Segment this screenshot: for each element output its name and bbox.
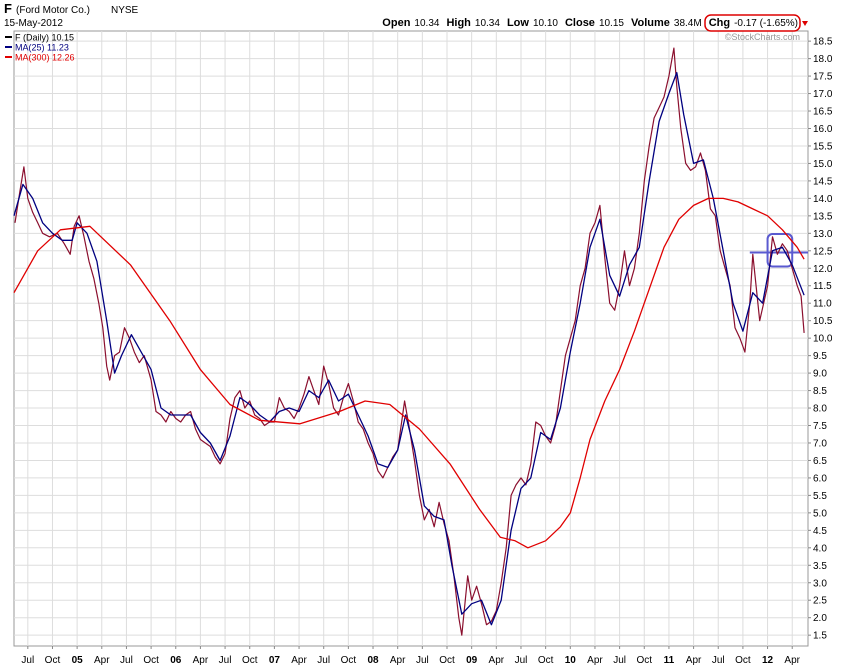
quote-value: 10.15 [599, 18, 624, 29]
series-line [14, 47, 805, 636]
x-tick-label: Oct [439, 655, 455, 666]
y-tick-label: 10.0 [813, 334, 833, 345]
x-tick-label: Oct [242, 655, 258, 666]
quote-line: Open 10.34 High 10.34 Low 10.10 Close 10.15 Volu… [382, 17, 798, 29]
x-tick-label: Jul [613, 655, 626, 666]
company: (Ford Motor Co.) [16, 5, 90, 16]
y-tick-label: 1.5 [813, 631, 827, 642]
y-tick-label: 14.5 [813, 176, 833, 187]
x-tick-label: Apr [587, 655, 603, 666]
x-tick-label: Jul [120, 655, 133, 666]
y-tick-label: 6.5 [813, 456, 827, 467]
chg-highlight [704, 14, 801, 32]
quote-label: Low [507, 17, 529, 29]
x-tick-label: 09 [466, 655, 478, 666]
watermark: ©StockCharts.com [725, 32, 800, 42]
x-tick-label: Oct [636, 655, 652, 666]
y-tick-label: 11.5 [813, 281, 832, 292]
annotation-box [766, 233, 794, 268]
y-tick-label: 2.5 [813, 596, 827, 607]
x-tick-label: Apr [784, 655, 800, 666]
x-tick-label: Oct [538, 655, 554, 666]
y-tick-label: 14.0 [813, 194, 833, 205]
y-tick-label: 3.0 [813, 578, 827, 589]
y-tick-label: 7.5 [813, 421, 827, 432]
quote-label: High [446, 17, 471, 29]
y-tick-label: 4.0 [813, 543, 827, 554]
y-tick-label: 12.0 [813, 264, 833, 275]
quote-value: -0.17 (-1.65%) [734, 18, 798, 29]
date: 15-May-2012 [4, 18, 63, 29]
x-tick-label: 11 [664, 655, 675, 666]
quote-value: 10.10 [533, 18, 558, 29]
ticker: F [4, 1, 12, 16]
y-tick-label: 5.0 [813, 508, 827, 519]
x-tick-label: 05 [72, 655, 84, 666]
x-tick-label: Oct [735, 655, 751, 666]
quote-value: 38.4M [674, 18, 702, 29]
x-tick-label: Apr [291, 655, 307, 666]
y-tick-label: 9.0 [813, 369, 827, 380]
x-tick-label: Apr [686, 655, 702, 666]
legend-label: F (Daily) 10.15 [15, 33, 74, 43]
exchange: NYSE [111, 5, 139, 16]
quote-label: Chg [709, 17, 730, 29]
x-tick-label: Oct [143, 655, 159, 666]
y-tick-label: 18.0 [813, 54, 833, 65]
legend-label: MA(300) 12.26 [15, 53, 75, 63]
y-tick-label: 3.5 [813, 561, 827, 572]
y-tick-label: 17.0 [813, 89, 833, 100]
y-tick-label: 12.5 [813, 246, 833, 257]
quote-value: 10.34 [475, 18, 500, 29]
dropdown-arrow[interactable] [802, 21, 808, 26]
x-tick-label: Oct [45, 655, 61, 666]
y-tick-label: 13.5 [813, 211, 833, 222]
y-tick-label: 8.5 [813, 386, 827, 397]
x-tick-label: Jul [712, 655, 725, 666]
x-tick-label: Jul [21, 655, 34, 666]
x-tick-label: Apr [489, 655, 505, 666]
x-tick-label: Oct [341, 655, 357, 666]
y-tick-label: 6.0 [813, 473, 827, 484]
y-tick-label: 16.5 [813, 107, 833, 118]
x-tick-label: Apr [390, 655, 406, 666]
x-tick-label: 08 [367, 655, 379, 666]
y-tick-label: 16.0 [813, 124, 833, 135]
y-tick-label: 17.5 [813, 72, 833, 83]
x-tick-label: Jul [515, 655, 528, 666]
y-tick-label: 15.0 [813, 159, 833, 170]
x-tick-label: 07 [269, 655, 281, 666]
x-tick-label: Jul [416, 655, 429, 666]
quote-label: Open [382, 17, 410, 29]
series-line [13, 71, 805, 626]
x-tick-label: Apr [94, 655, 110, 666]
y-tick-label: 13.0 [813, 229, 833, 240]
y-tick-label: 2.0 [813, 613, 827, 624]
quote-value: 10.34 [414, 18, 439, 29]
y-tick-label: 7.0 [813, 438, 827, 449]
x-tick-label: 06 [170, 655, 182, 666]
y-tick-label: 5.5 [813, 491, 827, 502]
y-tick-label: 15.5 [813, 141, 833, 152]
y-tick-label: 4.5 [813, 526, 827, 537]
x-tick-label: Jul [219, 655, 232, 666]
x-tick-label: Jul [317, 655, 330, 666]
x-tick-label: Apr [193, 655, 209, 666]
y-tick-label: 18.5 [813, 37, 833, 48]
quote-label: Volume [631, 17, 670, 29]
y-tick-label: 11.0 [813, 299, 832, 310]
y-tick-label: 9.5 [813, 351, 827, 362]
x-tick-label: 12 [762, 655, 774, 666]
quote-label: Close [565, 17, 595, 29]
legend-label: MA(25) 11.23 [15, 43, 69, 53]
series-line [13, 197, 805, 549]
y-tick-label: 10.5 [813, 316, 833, 327]
x-tick-label: 10 [565, 655, 577, 666]
y-tick-label: 8.0 [813, 404, 827, 415]
